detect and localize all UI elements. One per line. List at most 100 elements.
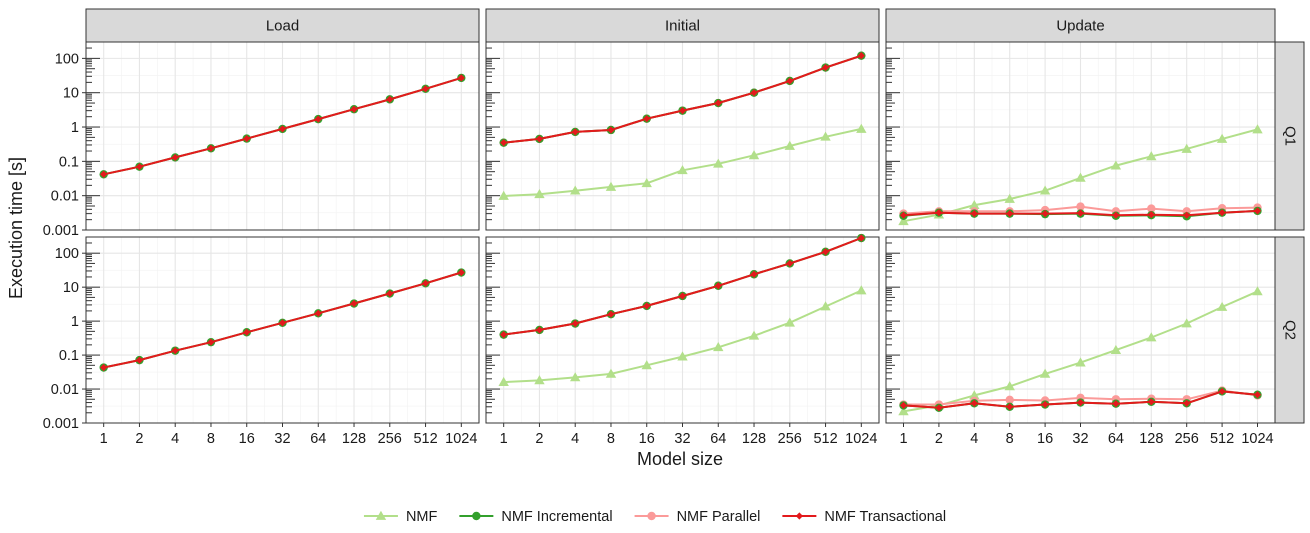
facet-strip-label: Q2 bbox=[1282, 320, 1299, 340]
data-point bbox=[571, 128, 579, 136]
data-point bbox=[1076, 202, 1085, 211]
panel-q1-load: 0.001 0.01 0.1 1 10 100 bbox=[43, 41, 480, 239]
data-point bbox=[1006, 210, 1014, 218]
data-point bbox=[1039, 185, 1051, 195]
panel-border bbox=[485, 41, 880, 231]
y-tick-label: 1 bbox=[71, 314, 79, 330]
data-point bbox=[1004, 193, 1015, 203]
series-nmf bbox=[898, 124, 1263, 226]
data-point bbox=[535, 326, 544, 334]
legend: NMF NMF Incremental NMF Parallel NMF Transa… bbox=[363, 509, 946, 525]
y-axis-title: Execution time [s] bbox=[6, 157, 26, 299]
x-tick-label: 1 bbox=[500, 431, 508, 447]
y-tick-label: 1 bbox=[71, 120, 79, 136]
series-nmf bbox=[898, 286, 1263, 416]
data-point bbox=[1253, 391, 1262, 399]
data-point bbox=[647, 511, 656, 521]
x-tick-label: 128 bbox=[1139, 431, 1163, 447]
data-point bbox=[171, 153, 179, 162]
series-nmf-transactional bbox=[500, 234, 865, 339]
data-point bbox=[1004, 381, 1015, 391]
data-point bbox=[1218, 387, 1226, 396]
data-point bbox=[457, 268, 465, 277]
data-point bbox=[350, 299, 358, 308]
series-nmf-transactional bbox=[100, 268, 465, 372]
data-point bbox=[899, 211, 908, 219]
data-point bbox=[386, 95, 394, 103]
series-nmf-transactional bbox=[500, 52, 865, 147]
x-tick-label: 1024 bbox=[445, 431, 477, 447]
data-point bbox=[535, 135, 544, 143]
panel-border bbox=[85, 41, 480, 231]
data-point bbox=[1218, 209, 1226, 217]
legend-item-nmf: NMF bbox=[363, 509, 438, 525]
x-tick-label: 16 bbox=[1037, 431, 1053, 447]
data-point bbox=[1252, 286, 1263, 296]
data-point bbox=[1041, 210, 1049, 218]
legend-label: NMF Transactional bbox=[824, 509, 946, 525]
y-tick-label: 0.001 bbox=[43, 416, 79, 432]
data-point bbox=[970, 210, 978, 218]
y-tick-label: 0.1 bbox=[59, 348, 79, 364]
data-point bbox=[713, 158, 724, 168]
data-point bbox=[643, 302, 651, 310]
data-point bbox=[534, 189, 545, 199]
panel-q1-initial bbox=[485, 41, 880, 231]
series-nmf-transactional bbox=[899, 387, 1262, 412]
data-point bbox=[1075, 172, 1086, 182]
data-point bbox=[1183, 211, 1191, 219]
data-point bbox=[713, 342, 724, 352]
series-nmf bbox=[498, 285, 867, 387]
data-point bbox=[314, 309, 322, 317]
data-point bbox=[1253, 207, 1262, 215]
series-nmf bbox=[498, 123, 867, 200]
x-tick-label: 2 bbox=[135, 431, 143, 447]
x-tick-label: 8 bbox=[207, 431, 215, 447]
panel-q2-update: 1 2 4 8 16 32 64 128 256 512 1024 bbox=[885, 236, 1276, 447]
data-point bbox=[820, 131, 831, 141]
data-point bbox=[1183, 399, 1191, 407]
data-point bbox=[1146, 151, 1157, 161]
data-point bbox=[1147, 398, 1155, 406]
data-point bbox=[821, 248, 830, 256]
x-tick-label: 1024 bbox=[1241, 431, 1273, 447]
data-point bbox=[278, 319, 287, 327]
data-point bbox=[607, 310, 615, 318]
data-point bbox=[1076, 209, 1085, 217]
x-tick-label: 1024 bbox=[845, 431, 877, 447]
data-point bbox=[457, 74, 465, 82]
legend-item-nmf-transactional: NMF Transactional bbox=[782, 509, 946, 525]
y-tick-label: 100 bbox=[55, 246, 79, 262]
legend-item-nmf-incremental: NMF Incremental bbox=[459, 509, 613, 525]
x-tick-label: 256 bbox=[778, 431, 802, 447]
data-point bbox=[100, 170, 108, 178]
data-point bbox=[1039, 368, 1051, 378]
facet-strip-label: Initial bbox=[665, 18, 700, 35]
data-point bbox=[500, 139, 508, 147]
data-point bbox=[243, 328, 251, 336]
x-tick-label: 32 bbox=[274, 431, 290, 447]
x-tick-label: 512 bbox=[413, 431, 437, 447]
data-point bbox=[1181, 318, 1192, 328]
legend-label: NMF bbox=[406, 509, 438, 525]
data-point bbox=[605, 368, 617, 378]
data-point bbox=[1110, 160, 1122, 170]
data-point bbox=[314, 115, 322, 123]
series-nmf-transactional bbox=[899, 207, 1262, 219]
data-point bbox=[1147, 204, 1156, 213]
data-point bbox=[1216, 301, 1228, 311]
data-point bbox=[856, 123, 867, 133]
data-point bbox=[969, 199, 980, 210]
facet-panels: 0.001 0.01 0.1 1 10 100 0.001 0.01 0.1 1 10 100 1 2 4 8… bbox=[43, 41, 1276, 447]
data-point bbox=[171, 347, 179, 355]
data-point bbox=[607, 126, 615, 134]
legend-label: NMF Parallel bbox=[677, 509, 761, 525]
data-point bbox=[786, 77, 794, 85]
data-point bbox=[1041, 400, 1049, 409]
data-point bbox=[1216, 133, 1228, 143]
data-point bbox=[714, 282, 722, 290]
y-tick-label: 100 bbox=[55, 51, 79, 67]
data-point bbox=[375, 510, 387, 520]
x-axis-title: Model size bbox=[637, 449, 723, 469]
